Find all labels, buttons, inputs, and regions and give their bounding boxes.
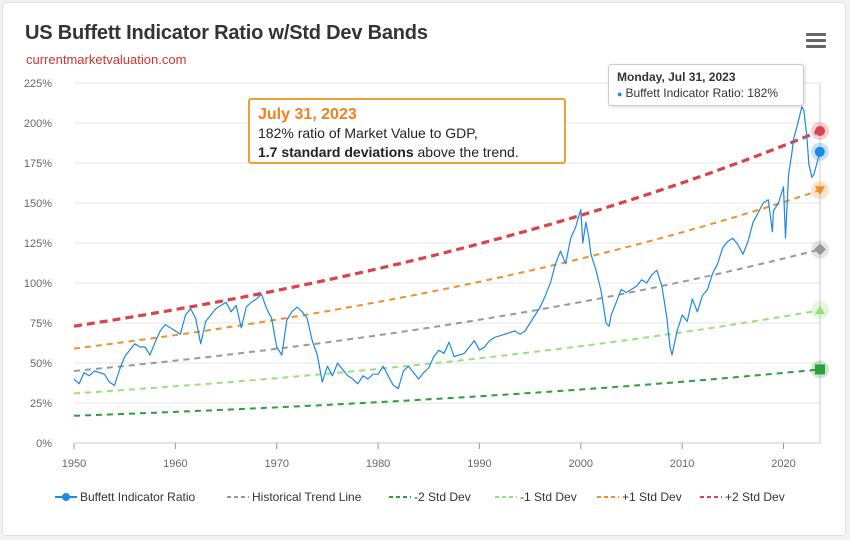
source-link[interactable]: currentmarketvaluation.com (26, 52, 187, 67)
ratio-marker (814, 146, 825, 157)
tooltip-series: Buffett Indicator Ratio (625, 86, 741, 100)
legend-label: -2 Std Dev (414, 490, 471, 504)
x-tick-label: 2020 (771, 458, 795, 470)
y-tick-label: 75% (30, 318, 52, 330)
legend-symbol-icon (55, 493, 77, 501)
minus2-std-marker (815, 364, 825, 375)
tooltip-value: 182% (747, 86, 778, 100)
x-tick-label: 1960 (163, 458, 187, 470)
x-tick-label: 1950 (62, 458, 86, 470)
y-tick-label: 25% (30, 398, 52, 410)
callout-date: July 31, 2023 (258, 106, 357, 123)
trend-marker (814, 243, 826, 256)
x-tick-label: 1980 (366, 458, 390, 470)
callout-std-text: 1.7 standard deviations (258, 144, 414, 160)
legend-symbol-icon (597, 496, 619, 498)
y-tick-label: 100% (24, 278, 52, 290)
legend-symbol-icon (389, 496, 411, 498)
chart-title: US Buffett Indicator Ratio w/Std Dev Ban… (25, 22, 428, 44)
minus1-std-line (73, 309, 820, 395)
callout-line1: 182% ratio of Market Value to GDP, (258, 125, 478, 141)
hover-tooltip: Monday, Jul 31, 2023 ● Buffett Indicator … (608, 64, 804, 106)
plus1-std-marker (815, 186, 825, 196)
y-tick-label: 50% (30, 358, 52, 370)
y-tick-label: 150% (24, 198, 52, 210)
ratio-line (73, 106, 821, 390)
callout-line2: 1.7 standard deviations above the trend. (258, 143, 556, 162)
annotation-callout: July 31, 2023 182% ratio of Market Value… (248, 98, 566, 164)
legend-label: Buffett Indicator Ratio (80, 490, 196, 504)
callout-trend-text: above the trend. (413, 144, 519, 160)
legend-symbol-icon (227, 496, 249, 498)
y-tick-label: 175% (24, 158, 52, 170)
legend-label: Historical Trend Line (252, 490, 362, 504)
hamburger-menu-icon[interactable] (806, 33, 826, 51)
y-tick-label: 200% (24, 118, 52, 130)
legend-symbol-icon (495, 496, 517, 498)
y-tick-label: 225% (24, 78, 52, 90)
legend-label: -1 Std Dev (520, 490, 577, 504)
y-tick-label: 125% (24, 238, 52, 250)
x-tick-label: 1970 (264, 458, 288, 470)
legend-label: +1 Std Dev (622, 490, 682, 504)
plus2-std-line (73, 129, 820, 328)
x-tick-label: 2000 (569, 458, 593, 470)
y-tick-label: 0% (36, 438, 52, 450)
minus1-std-marker (815, 305, 825, 315)
legend-label: +2 Std Dev (725, 490, 785, 504)
x-tick-label: 2010 (670, 458, 694, 470)
x-tick-label: 1990 (467, 458, 491, 470)
tooltip-date: Monday, Jul 31, 2023 (617, 70, 736, 84)
tooltip-dot-icon: ● (617, 89, 623, 99)
trend-line (73, 248, 820, 372)
legend-symbol-icon (700, 496, 722, 498)
plus2-std-marker (815, 126, 825, 136)
minus2-std-line (73, 368, 820, 417)
